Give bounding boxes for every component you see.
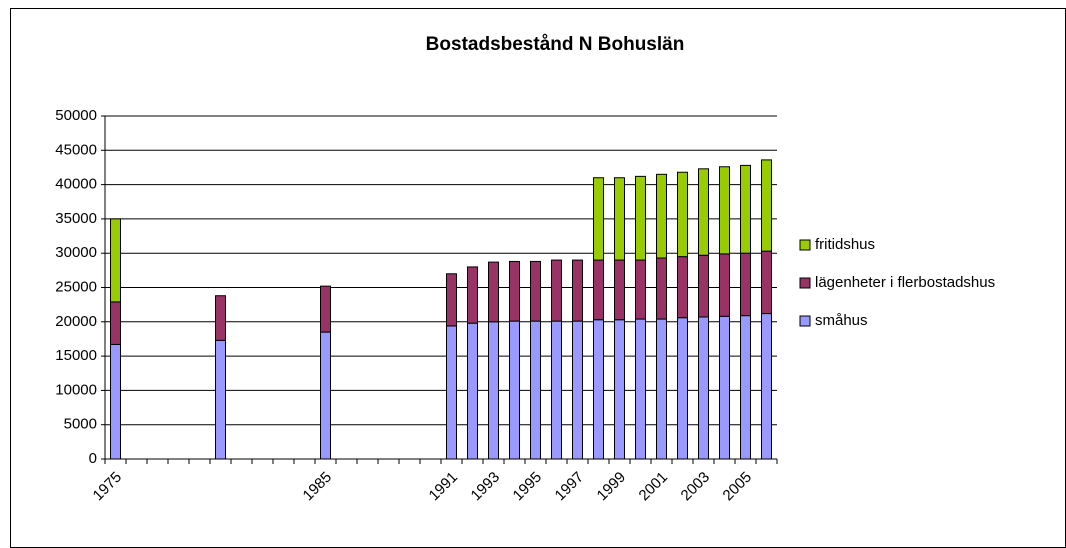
bar-segment [551,259,562,322]
bar-segment [509,260,520,322]
bar-segment [635,175,646,261]
y-tick-label: 15000 [55,347,97,364]
bar-segment [719,166,730,255]
legend-swatch [799,277,811,289]
bar-segment [320,331,331,460]
y-tick-label: 20000 [55,313,97,330]
y-tick-label: 5000 [64,416,97,433]
bar-segment [488,321,499,460]
bar-segment [509,320,520,460]
bar-segment [614,177,625,261]
bar-segment [719,253,730,317]
bar-segment [677,171,688,258]
bar-segment [110,301,121,345]
y-tick-label: 10000 [55,381,97,398]
bar-segment [740,252,751,317]
y-tick-label: 0 [89,450,97,467]
bar-segment [593,259,604,321]
bar-segment [698,168,709,256]
bar-segment [215,339,226,460]
bar-segment [593,177,604,261]
bar-segment [656,257,667,320]
y-tick-label: 35000 [55,210,97,227]
bar-segment [572,259,583,322]
bar-segment [740,164,751,254]
bar-segment [740,315,751,460]
bar-segment [320,285,331,333]
bar-segment [446,325,457,460]
bar-segment [614,259,625,321]
bar-segment [110,343,121,460]
bar-segment [488,261,499,323]
legend-label: småhus [815,312,868,329]
bar-segment [656,173,667,259]
bar-segment [761,250,772,315]
y-tick-label: 50000 [55,107,97,124]
bar-segment [593,319,604,460]
bar-segment [677,317,688,460]
bar-segment [551,320,562,460]
legend-label: lägenheter i flerbostadshus [815,274,995,291]
bar-segment [656,318,667,460]
y-tick-label: 40000 [55,176,97,193]
y-tick-label: 45000 [55,141,97,158]
bar-segment [110,218,121,303]
bar-segment [530,260,541,322]
bar-segment [698,254,709,318]
bar-segment [719,315,730,460]
bar-segment [761,159,772,252]
bar-segment [761,313,772,460]
bar-segment [215,295,226,341]
bar-segment [572,320,583,460]
legend-label: fritidshus [815,236,875,253]
bar-segment [446,273,457,327]
bar-segment [530,320,541,460]
legend-swatch [799,315,811,327]
bar-segment [677,256,688,319]
chart-title: Bostadsbestånd N Bohuslän [426,34,685,55]
bar-segment [698,316,709,460]
bar-segment [614,319,625,460]
bar-segment [467,322,478,460]
legend-swatch [799,239,811,251]
bar-segment [635,259,646,320]
bar-segment [467,266,478,324]
bar-segment [635,318,646,460]
y-tick-label: 25000 [55,278,97,295]
y-tick-label: 30000 [55,244,97,261]
